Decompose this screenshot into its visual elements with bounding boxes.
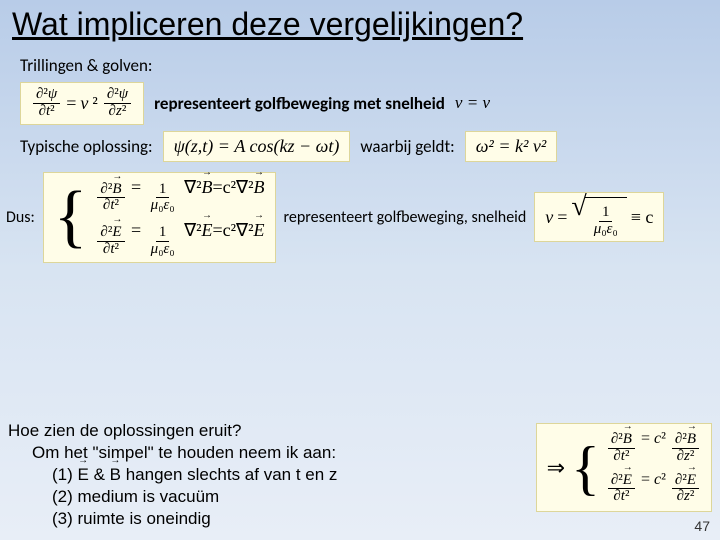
- implies-box: ⇒ { ∂²B∂t² = c² ∂²B∂z² ∂²E∂t² = c² ∂²E∂z…: [536, 423, 712, 512]
- section-trillingen: Trillingen & golven:: [20, 55, 720, 76]
- wave-eq-text: representeert golfbeweging met snelheid: [154, 93, 445, 114]
- typical-solution-row: Typische oplossing: ψ(z,t) = A cos(kz − …: [20, 131, 720, 162]
- maxwell-wave-box: { ∂²B∂t² = 1μ₀ε₀ ∇²B=c²∇²B ∂²E∂t² = 1μ₀ε…: [43, 172, 276, 263]
- bottom-text-block: Hoe zien de oplossingen eruit? Om het "s…: [8, 420, 337, 530]
- dus-label: Dus:: [6, 208, 35, 227]
- wave-speed: v = v: [455, 93, 490, 113]
- dus-text: representeert golfbeweging, snelheid: [284, 208, 527, 227]
- typische-eq: ψ(z,t) = A cos(kz − ωt): [163, 131, 351, 162]
- page-number: 47: [694, 518, 710, 534]
- bottom-assume: Om het "simpel" te houden neem ik aan:: [8, 442, 337, 464]
- wave-equation-row: ∂²ψ∂t² = v² ∂²ψ∂z² representeert golfbew…: [20, 82, 720, 125]
- c-def: ≡ c: [631, 207, 654, 228]
- section1-label: Trillingen & golven:: [20, 55, 152, 76]
- bottom-a3: (3) ruimte is oneindig: [8, 508, 337, 530]
- bottom-q: Hoe zien de oplossingen eruit?: [8, 420, 337, 442]
- dispersion-eq: ω² = k² v²: [465, 131, 558, 162]
- slide-title: Wat impliceren deze vergelijkingen?: [0, 0, 720, 49]
- bottom-a2: (2) medium is vacuüm: [8, 486, 337, 508]
- typische-label: Typische oplossing:: [20, 136, 153, 157]
- wave-equation-box: ∂²ψ∂t² = v² ∂²ψ∂z²: [20, 82, 144, 125]
- speed-c-box: v = √ 1μ₀ε₀ ≡ c: [534, 192, 664, 243]
- bottom-a1: (1) E & B hangen slechts af van t en z: [8, 464, 337, 486]
- dus-row: Dus: { ∂²B∂t² = 1μ₀ε₀ ∇²B=c²∇²B ∂²E∂t² =…: [6, 172, 720, 263]
- waarbij-label: waarbij geldt:: [360, 136, 454, 157]
